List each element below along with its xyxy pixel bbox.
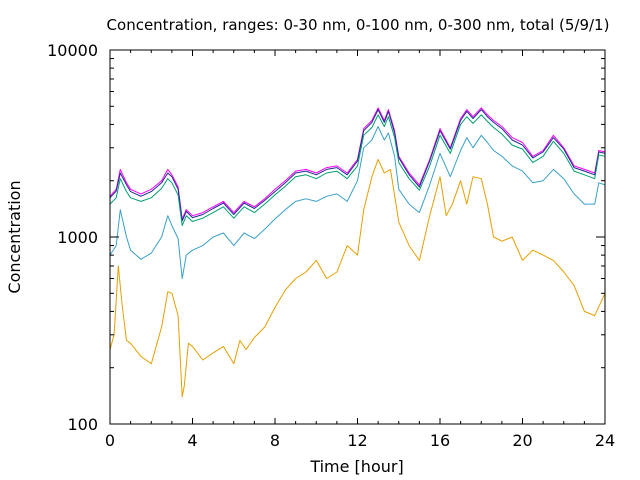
y-axis-label: Concentration [5, 180, 24, 293]
x-tick-label: 0 [105, 431, 115, 450]
series-line-3 [109, 114, 606, 227]
x-tick-label: 12 [347, 431, 367, 450]
series-line-4 [109, 126, 606, 279]
x-tick-label: 20 [512, 431, 532, 450]
series-line-2 [109, 109, 606, 222]
y-tick-label: 100 [67, 415, 98, 434]
x-tick-label: 4 [187, 431, 197, 450]
x-tick-label: 16 [430, 431, 450, 450]
ticks-layer: 0 4 8 12 16 20 24 100 1000 10000 [47, 41, 615, 450]
y-tick-label: 10000 [47, 41, 98, 60]
x-axis-label: Time [hour] [309, 457, 403, 476]
y-tick-label: 1000 [57, 228, 98, 247]
x-tick-label: 8 [270, 431, 280, 450]
chart-title: Concentration, ranges: 0-30 nm, 0-100 nm… [107, 16, 610, 34]
series-line-5 [109, 158, 606, 398]
plot-frame [109, 49, 606, 425]
x-tick-label: 24 [595, 431, 615, 450]
series-layer [109, 107, 606, 398]
